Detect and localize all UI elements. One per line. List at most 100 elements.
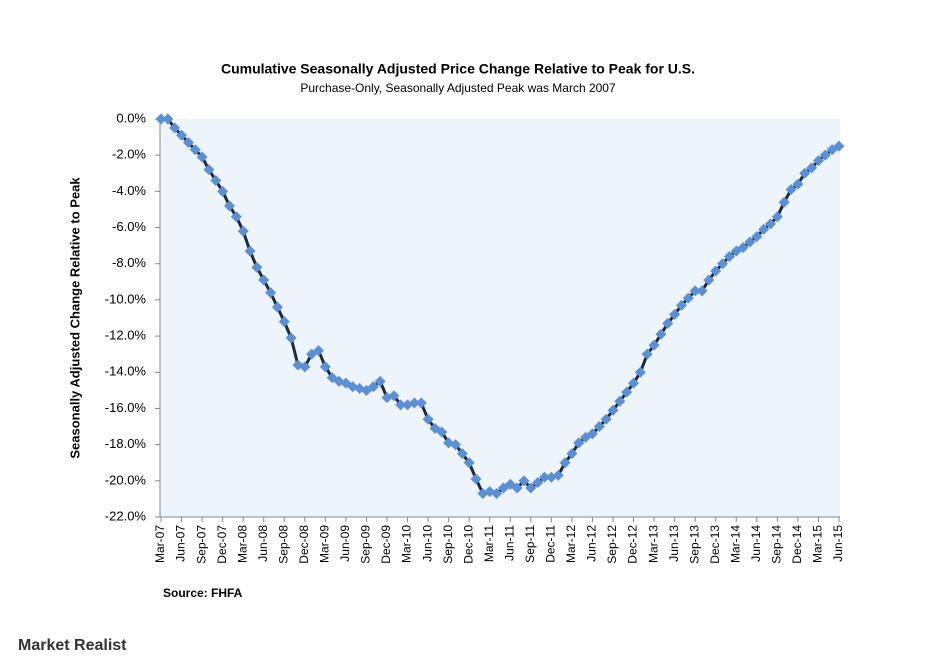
x-tick-label: Jun-12	[585, 525, 599, 562]
data-point	[778, 196, 790, 208]
x-tick-label: Mar-07	[153, 525, 167, 563]
data-point	[573, 437, 585, 449]
data-point	[792, 178, 804, 190]
y-tick-label: 0.0%	[116, 110, 146, 125]
data-point	[251, 261, 263, 273]
y-tick-label: -18.0%	[105, 436, 147, 451]
data-point	[278, 316, 290, 328]
data-point	[682, 292, 694, 304]
x-tick-label: Sep-07	[194, 525, 208, 564]
data-point	[833, 140, 845, 152]
x-tick-label: Jun-13	[667, 525, 681, 562]
data-point	[511, 482, 523, 494]
x-tick-label: Jun-07	[174, 525, 188, 562]
x-tick-label: Dec-08	[297, 525, 311, 564]
x-tick-label: Jun-14	[749, 525, 763, 562]
data-point	[675, 299, 687, 311]
y-tick-label: -8.0%	[112, 255, 146, 270]
y-axis-label: Seasonally Adjusted Change Relative to P…	[67, 177, 82, 459]
x-tick-label: Mar-10	[400, 525, 414, 563]
data-point	[771, 211, 783, 223]
data-point	[265, 287, 277, 299]
x-tick-label: Mar-11	[482, 525, 496, 562]
y-tick-label: -4.0%	[112, 183, 146, 198]
x-tick-label: Jun-11	[502, 525, 516, 561]
data-point	[634, 366, 646, 378]
data-point	[710, 265, 722, 277]
x-tick-label: Mar-09	[318, 525, 332, 563]
x-tick-label: Sep-14	[770, 525, 784, 564]
x-tick-label: Sep-08	[276, 525, 290, 564]
data-point	[388, 390, 400, 402]
data-point	[319, 361, 331, 373]
data-point	[819, 149, 831, 161]
data-point	[258, 274, 270, 286]
x-tick-label: Jun-10	[420, 525, 434, 562]
data-point	[525, 482, 537, 494]
x-tick-label: Jun-15	[831, 525, 845, 562]
plot-area	[160, 119, 840, 517]
data-point	[600, 413, 612, 425]
data-point	[593, 421, 605, 433]
data-point	[230, 211, 242, 223]
data-point	[463, 457, 475, 469]
data-point	[758, 223, 770, 235]
data-point	[812, 155, 824, 167]
x-tick-label: Sep-12	[605, 525, 619, 564]
data-point	[223, 200, 235, 212]
series-line	[161, 117, 840, 496]
y-tick-label: -14.0%	[105, 364, 147, 379]
data-point	[169, 122, 181, 134]
data-point	[765, 218, 777, 230]
chart-subtitle: Purchase-Only, Seasonally Adjusted Peak …	[300, 81, 616, 95]
data-point	[751, 231, 763, 243]
data-point	[374, 375, 386, 387]
data-point	[799, 167, 811, 179]
data-point	[566, 448, 578, 460]
chart-title: Cumulative Seasonally Adjusted Price Cha…	[221, 61, 695, 77]
x-tick-label: Mar-12	[564, 525, 578, 563]
x-tick-label: Mar-08	[235, 525, 249, 563]
x-tick-label: Dec-09	[379, 525, 393, 564]
data-point	[744, 236, 756, 248]
x-tick-label: Dec-11	[544, 525, 558, 563]
data-point	[586, 428, 598, 440]
data-point	[217, 185, 229, 197]
data-point	[408, 397, 420, 409]
x-tick-label: Sep-11	[523, 525, 537, 563]
data-point	[449, 439, 461, 451]
data-point	[162, 113, 174, 125]
x-tick-label: Dec-10	[461, 525, 475, 564]
data-point	[539, 471, 551, 483]
data-point	[641, 348, 653, 360]
data-point	[285, 332, 297, 344]
data-point	[648, 339, 660, 351]
data-point	[723, 250, 735, 262]
data-point	[621, 386, 633, 398]
data-point	[662, 317, 674, 329]
data-point	[271, 301, 283, 313]
data-point	[470, 473, 482, 485]
x-tick-label: Sep-10	[441, 525, 455, 564]
data-point	[189, 144, 201, 156]
data-point	[785, 184, 797, 196]
y-tick-label: -10.0%	[105, 291, 147, 306]
data-point	[628, 377, 640, 389]
data-point	[456, 448, 468, 460]
data-point	[395, 399, 407, 411]
data-point	[203, 164, 215, 176]
data-point	[237, 225, 249, 237]
x-tick-label: Sep-13	[687, 525, 701, 564]
x-tick-label: Jun-09	[338, 525, 352, 562]
data-point	[518, 475, 530, 487]
data-point	[422, 413, 434, 425]
data-point	[552, 469, 564, 481]
x-tick-label: Dec-13	[708, 525, 722, 564]
x-tick-label: Dec-07	[215, 525, 229, 564]
data-point	[313, 345, 325, 357]
data-point	[703, 274, 715, 286]
data-point	[415, 397, 427, 409]
x-tick-label: Sep-09	[359, 525, 373, 564]
y-tick-label: -2.0%	[112, 147, 146, 162]
data-point	[436, 426, 448, 438]
